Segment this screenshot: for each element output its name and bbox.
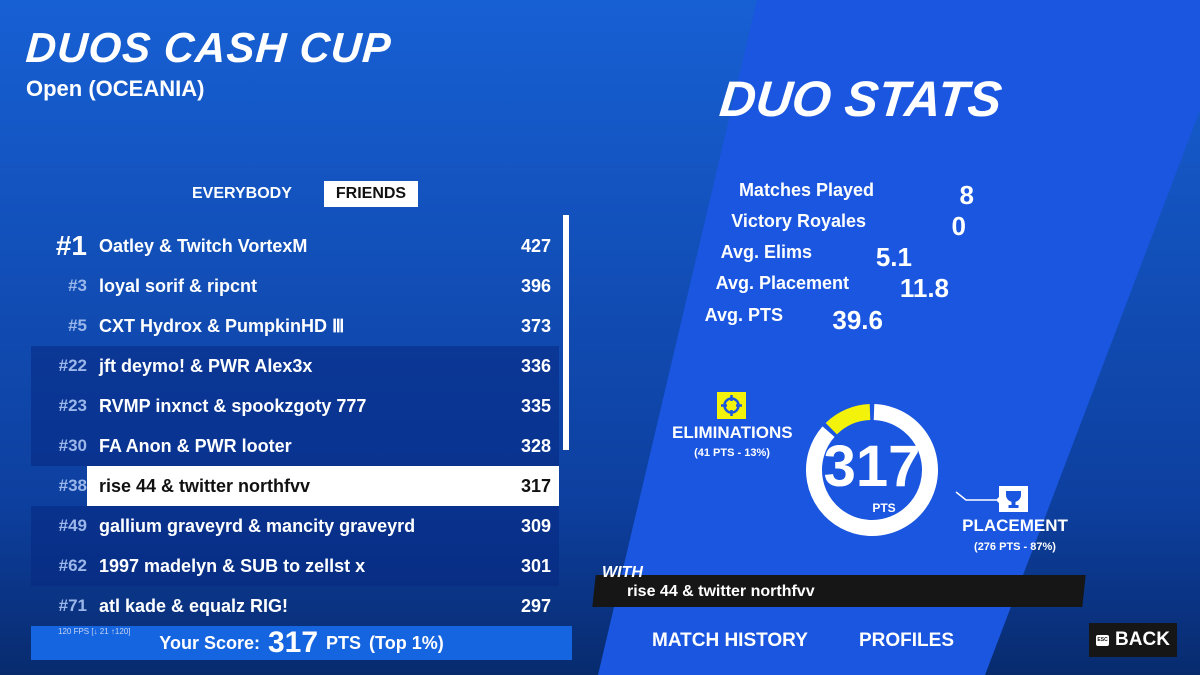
- points: 309: [520, 515, 551, 536]
- trophy-icon: [999, 486, 1028, 512]
- scrollbar[interactable]: [563, 215, 569, 450]
- stat-victory-royales: Victory Royales 0: [636, 211, 976, 242]
- row-body: FA Anon & PWR looter 328: [87, 426, 559, 466]
- rank: #30: [58, 436, 87, 455]
- duo-name: gallium graveyrd & mancity graveyrd: [99, 515, 416, 536]
- points: 427: [520, 235, 551, 256]
- duo-name: loyal sorif & ripcnt: [99, 275, 258, 296]
- placement-connector: [955, 491, 1000, 501]
- placement-detail: (276 PTS - 87%): [974, 541, 1056, 553]
- rank: #71: [58, 596, 87, 615]
- stat-value: 11.8: [899, 273, 949, 303]
- points: 336: [520, 355, 551, 376]
- profiles-button[interactable]: PROFILES: [859, 630, 955, 651]
- esc-key-icon: ESC: [1096, 634, 1110, 646]
- duo-name: RVMP inxnct & spookzgoty 777: [99, 395, 367, 416]
- points: 335: [520, 395, 551, 416]
- stat-avg-elims: Avg. Elims 5.1: [582, 242, 922, 273]
- points: 301: [520, 555, 551, 576]
- donut-unit: PTS: [872, 501, 895, 515]
- connector-dot: [997, 497, 1003, 503]
- stat-matches-played: Matches Played 8: [644, 180, 984, 211]
- donut-slice-placement: [806, 404, 938, 536]
- duo-name: rise 44 & twitter northfvv: [99, 475, 311, 496]
- leaderboard-row[interactable]: #1 Oatley & Twitch VortexM 427: [31, 226, 559, 266]
- rank: #62: [58, 556, 87, 575]
- rank: #22: [58, 356, 87, 375]
- back-label: BACK: [1115, 629, 1170, 650]
- rank: #49: [58, 516, 87, 535]
- stat-value: 5.1: [875, 242, 912, 272]
- duo-name: atl kade & equalz RIG!: [99, 595, 289, 616]
- leaderboard-list: #1 Oatley & Twitch VortexM 427 #3 loyal s…: [31, 226, 559, 626]
- row-body: loyal sorif & ripcnt 396: [87, 266, 559, 306]
- tab-everybody[interactable]: EVERYBODY: [192, 185, 292, 202]
- tab-friends[interactable]: FRIENDS: [323, 181, 419, 207]
- points: 328: [520, 435, 551, 456]
- duo-name: CXT Hydrox & PumpkinHD Ⅲ: [99, 315, 345, 336]
- leaderboard-row[interactable]: #71 atl kade & equalz RIG! 297: [31, 586, 559, 626]
- score-label: Your Score:: [159, 632, 260, 653]
- rank: #23: [58, 396, 87, 415]
- points: 373: [520, 315, 551, 336]
- row-body: atl kade & equalz RIG! 297: [87, 586, 559, 626]
- match-history-button[interactable]: MATCH HISTORY: [652, 630, 808, 651]
- leaderboard-row[interactable]: #62 1997 madelyn & SUB to zellst x 301: [31, 546, 559, 586]
- leaderboard-row[interactable]: #3 loyal sorif & ripcnt 396: [31, 266, 559, 306]
- stat-value: 0: [951, 211, 966, 241]
- with-label: WITH: [602, 564, 643, 581]
- duo-name: jft deymo! & PWR Alex3x: [99, 355, 313, 376]
- placement-label: PLACEMENT: [962, 516, 1068, 535]
- crosshair-icon: [717, 392, 746, 419]
- duo-name: Oatley & Twitch VortexM: [99, 235, 308, 256]
- leaderboard-row[interactable]: #23 RVMP inxnct & spookzgoty 777 335: [31, 386, 559, 426]
- leaderboard-row[interactable]: #5 CXT Hydrox & PumpkinHD Ⅲ 373: [31, 306, 559, 346]
- donut-slice-eliminations: [825, 404, 871, 435]
- leaderboard-row[interactable]: #49 gallium graveyrd & mancity graveyrd …: [31, 506, 559, 546]
- eliminations-detail: (41 PTS - 13%): [694, 447, 770, 459]
- row-body: 1997 madelyn & SUB to zellst x 301: [87, 546, 559, 586]
- donut-total: 317: [824, 434, 921, 499]
- row-body: Oatley & Twitch VortexM 427: [87, 226, 559, 266]
- score-value: 317: [267, 626, 319, 659]
- stat-avg-placement: Avg. Placement 11.8: [619, 273, 959, 304]
- row-body: jft deymo! & PWR Alex3x 336: [87, 346, 559, 386]
- points: 396: [520, 275, 551, 296]
- leaderboard-row[interactable]: #22 jft deymo! & PWR Alex3x 336: [31, 346, 559, 386]
- stat-label: Avg. Elims: [720, 242, 812, 262]
- stat-label: Victory Royales: [731, 211, 866, 231]
- rank: #38: [58, 476, 87, 495]
- points: 317: [520, 475, 551, 496]
- score-unit: PTS: [326, 632, 362, 653]
- score-rank: (Top 1%): [369, 632, 444, 653]
- leaderboard-tabs: EVERYBODY FRIENDS: [180, 181, 419, 207]
- duo-name: 1997 madelyn & SUB to zellst x: [99, 555, 366, 576]
- row-body: rise 44 & twitter northfvv 317: [87, 466, 559, 506]
- row-body: RVMP inxnct & spookzgoty 777 335: [87, 386, 559, 426]
- rank: #5: [68, 316, 87, 335]
- stat-label: Matches Played: [738, 180, 874, 200]
- leaderboard-row[interactable]: #30 FA Anon & PWR looter 328: [31, 426, 559, 466]
- teammate-name: rise 44 & twitter northfvv: [627, 583, 815, 600]
- eliminations-label: ELIMINATIONS: [672, 423, 793, 442]
- row-body: gallium graveyrd & mancity graveyrd 309: [87, 506, 559, 546]
- rank: #1: [55, 230, 87, 261]
- your-score-bar: Your Score: 317 PTS (Top 1%): [31, 626, 572, 660]
- page-subtitle: Open (OCEANIA): [26, 76, 205, 101]
- row-body: CXT Hydrox & PumpkinHD Ⅲ 373: [87, 306, 559, 346]
- back-button[interactable]: ESC BACK: [1089, 623, 1177, 657]
- stat-label: Avg. Placement: [715, 273, 849, 293]
- stat-value: 39.6: [832, 305, 883, 335]
- points: 297: [520, 595, 551, 616]
- stat-value: 8: [959, 180, 974, 210]
- stat-label: Avg. PTS: [704, 305, 783, 325]
- leaderboard-row-self[interactable]: #38 rise 44 & twitter northfvv 317: [31, 466, 559, 506]
- fps-counter: 120 FPS [↓ 21 ↑120]: [58, 627, 131, 636]
- duo-name: FA Anon & PWR looter: [99, 435, 292, 456]
- rank: #3: [68, 276, 87, 295]
- stat-avg-pts: Avg. PTS 39.6: [553, 305, 893, 336]
